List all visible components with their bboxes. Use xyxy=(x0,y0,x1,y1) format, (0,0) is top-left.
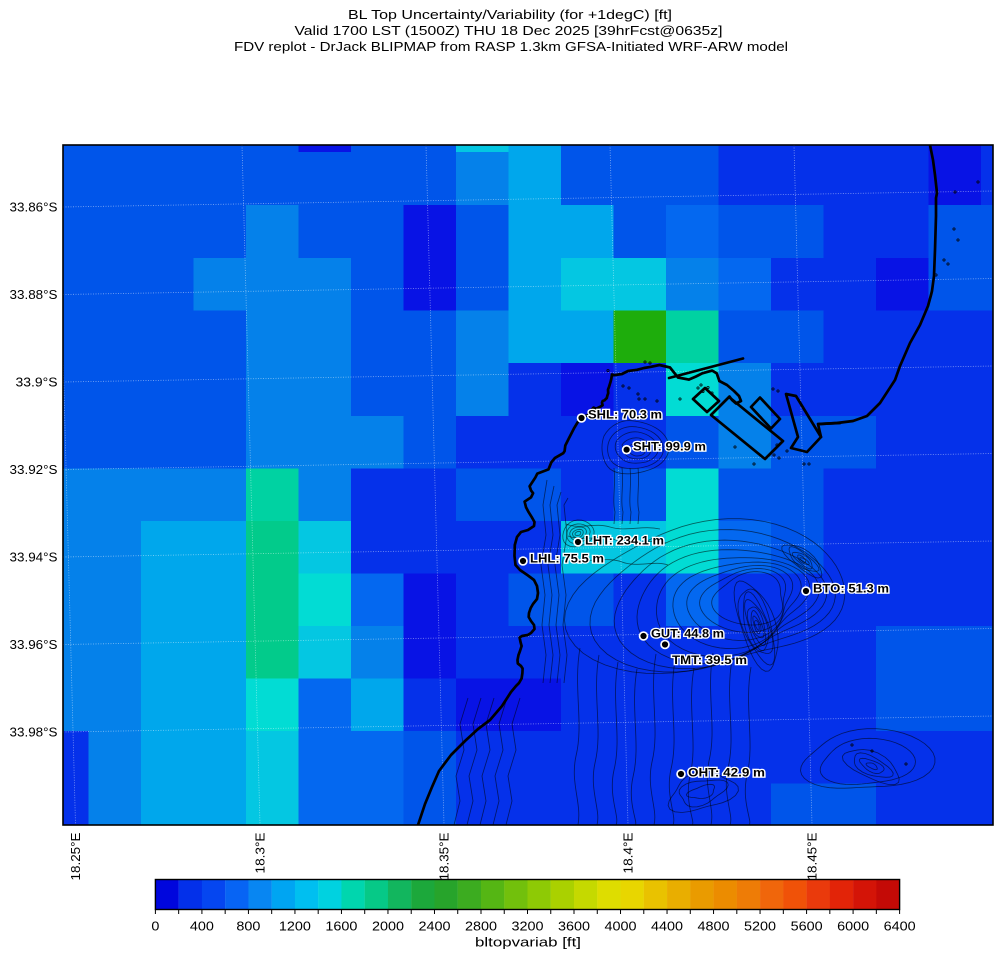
svg-text:SHT: 99.9 m: SHT: 99.9 m xyxy=(633,440,706,454)
svg-text:33.88°S: 33.88°S xyxy=(10,287,58,302)
svg-text:LHL: 75.5 m: LHL: 75.5 m xyxy=(530,552,604,566)
svg-text:18.25°E: 18.25°E xyxy=(68,832,83,880)
svg-text:2400: 2400 xyxy=(418,918,450,933)
svg-text:5600: 5600 xyxy=(791,918,823,933)
svg-text:18.3°E: 18.3°E xyxy=(253,832,268,873)
svg-text:SHL: 70.3 m: SHL: 70.3 m xyxy=(588,408,662,422)
svg-text:33.92°S: 33.92°S xyxy=(10,462,58,477)
svg-text:2000: 2000 xyxy=(372,918,404,933)
svg-text:6000: 6000 xyxy=(837,918,869,933)
svg-text:3600: 3600 xyxy=(558,918,590,933)
svg-text:OHT: 42.9 m: OHT: 42.9 m xyxy=(688,766,765,780)
svg-text:4400: 4400 xyxy=(651,918,683,933)
svg-text:18.4°E: 18.4°E xyxy=(621,832,636,873)
svg-text:BL Top Uncertainty/Variability: BL Top Uncertainty/Variability (for +1de… xyxy=(348,7,672,22)
svg-text:bltopvariab [ft]: bltopvariab [ft] xyxy=(475,935,581,950)
svg-text:400: 400 xyxy=(190,918,214,933)
svg-text:BTO: 51.3 m: BTO: 51.3 m xyxy=(813,582,889,596)
svg-text:33.86°S: 33.86°S xyxy=(10,200,58,215)
svg-text:TMT: 39.5 m: TMT: 39.5 m xyxy=(672,653,747,667)
svg-text:4800: 4800 xyxy=(698,918,730,933)
svg-text:33.9°S: 33.9°S xyxy=(16,375,58,390)
svg-text:33.94°S: 33.94°S xyxy=(10,550,58,565)
svg-text:1600: 1600 xyxy=(325,918,357,933)
svg-text:18.35°E: 18.35°E xyxy=(437,832,452,880)
svg-text:33.96°S: 33.96°S xyxy=(10,637,58,652)
svg-text:GUT: 44.8 m: GUT: 44.8 m xyxy=(651,627,724,641)
svg-text:2800: 2800 xyxy=(465,918,497,933)
svg-text:3200: 3200 xyxy=(512,918,544,933)
svg-text:18.45°E: 18.45°E xyxy=(805,832,820,880)
svg-text:800: 800 xyxy=(236,918,260,933)
svg-text:5200: 5200 xyxy=(744,918,776,933)
svg-text:FDV replot - DrJack BLIPMAP fr: FDV replot - DrJack BLIPMAP from RASP 1.… xyxy=(234,39,788,54)
svg-text:Valid 1700 LST (1500Z) THU 18: Valid 1700 LST (1500Z) THU 18 Dec 2025 [… xyxy=(295,23,723,38)
svg-text:LHT: 234.1 m: LHT: 234.1 m xyxy=(585,534,664,548)
svg-text:1200: 1200 xyxy=(279,918,311,933)
svg-text:6400: 6400 xyxy=(884,918,916,933)
svg-text:33.98°S: 33.98°S xyxy=(10,725,58,740)
svg-text:4000: 4000 xyxy=(605,918,637,933)
svg-text:0: 0 xyxy=(151,918,159,933)
